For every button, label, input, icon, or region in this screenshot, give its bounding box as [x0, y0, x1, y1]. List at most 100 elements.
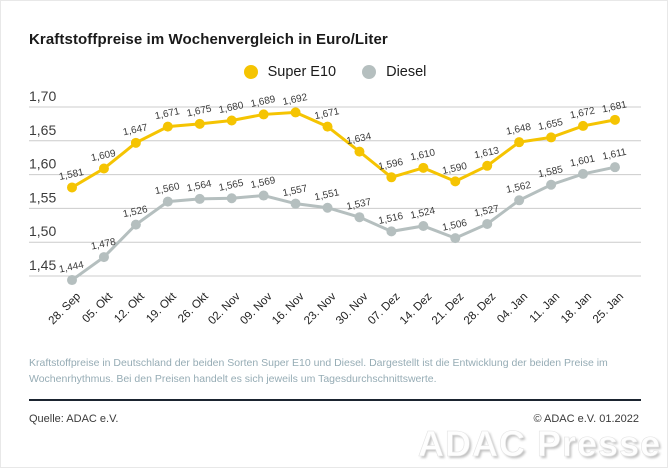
data-label-diesel: 1,557 [282, 183, 309, 199]
footer-divider [29, 399, 641, 401]
x-axis-tick-label: 16. Nov [270, 290, 307, 327]
x-axis-tick-label: 19. Okt [144, 290, 179, 325]
description-line-1: Kraftstoffpreise in Deutschland der beid… [29, 357, 608, 369]
x-axis-tick-label: 12. Okt [112, 290, 147, 325]
data-point-super-e10 [258, 109, 269, 120]
series-line-super-e10 [71, 110, 616, 189]
y-axis-tick-label: 1,55 [29, 189, 56, 205]
data-label-super-e10: 1,634 [346, 131, 373, 147]
data-label-super-e10: 1,581 [58, 167, 85, 183]
data-label-diesel: 1,564 [186, 178, 213, 194]
x-axis-tick-label: 21. Dez [430, 290, 467, 327]
data-point-super-e10 [290, 107, 301, 118]
legend-item-super-e10: Super E10 [243, 64, 337, 80]
data-point-super-e10 [578, 120, 589, 131]
x-axis-tick-label: 18. Jan [559, 291, 594, 326]
chart-description: Kraftstoffpreise in Deutschland der beid… [29, 356, 629, 387]
data-label-super-e10: 1,596 [377, 157, 404, 173]
data-point-super-e10 [98, 163, 109, 174]
x-axis-tick-label: 28. Dez [462, 290, 499, 327]
data-label-diesel: 1,516 [377, 211, 404, 227]
data-point-super-e10 [482, 160, 493, 171]
y-axis-tick-label: 1,65 [29, 122, 56, 138]
x-axis-tick-label: 07. Dez [366, 290, 403, 327]
source-label: Quelle: ADAC e.V. [29, 413, 119, 425]
data-label-super-e10: 1,675 [186, 103, 213, 119]
data-point-diesel [194, 193, 205, 204]
data-point-super-e10 [450, 176, 461, 187]
data-label-diesel: 1,560 [154, 181, 181, 197]
legend-label-diesel: Diesel [386, 64, 427, 80]
x-axis-tick-label: 09. Nov [238, 290, 275, 327]
y-axis-tick-label: 1,45 [29, 257, 56, 273]
data-label-super-e10: 1,692 [282, 92, 309, 108]
x-axis-tick-label: 14. Dez [398, 290, 435, 327]
legend-label-super-e10: Super E10 [267, 64, 337, 80]
data-label-diesel: 1,527 [473, 203, 500, 219]
chart-legend: Super E10 Diesel [1, 64, 668, 80]
data-point-super-e10 [514, 137, 525, 148]
data-label-diesel: 1,478 [90, 237, 117, 253]
data-label-diesel: 1,551 [314, 187, 341, 203]
data-label-diesel: 1,611 [601, 147, 627, 163]
data-point-diesel [258, 190, 269, 201]
data-label-diesel: 1,524 [409, 205, 436, 221]
page-title: Kraftstoffpreise im Wochenvergleich in E… [29, 31, 388, 48]
data-label-super-e10: 1,648 [505, 122, 532, 138]
x-axis-tick-label: 11. Jan [528, 291, 563, 326]
data-point-diesel [290, 198, 301, 209]
data-label-diesel: 1,585 [537, 164, 564, 180]
data-point-diesel [546, 179, 557, 190]
data-point-diesel [450, 233, 461, 244]
copyright-label: © ADAC e.V. 01.2022 [533, 413, 639, 425]
x-axis-tick-label: 23. Nov [302, 290, 339, 327]
data-point-diesel [98, 252, 109, 263]
data-label-diesel: 1,537 [346, 197, 373, 213]
data-label-super-e10: 1,610 [409, 147, 436, 163]
legend-item-diesel: Diesel [362, 64, 426, 80]
data-point-super-e10 [418, 162, 429, 173]
data-label-super-e10: 1,672 [569, 105, 596, 121]
data-label-super-e10: 1,590 [441, 161, 468, 177]
data-label-diesel: 1,565 [218, 178, 245, 194]
data-point-super-e10 [162, 121, 173, 132]
data-point-super-e10 [67, 182, 77, 193]
data-point-super-e10 [609, 114, 620, 125]
data-label-super-e10: 1,609 [90, 148, 117, 164]
x-axis-tick-label: 04. Jan [495, 291, 530, 326]
series-line-diesel [71, 165, 616, 282]
data-label-diesel: 1,526 [122, 204, 149, 220]
x-axis-tick-label: 05. Okt [80, 290, 115, 325]
data-point-diesel [578, 168, 589, 179]
data-point-super-e10 [322, 121, 333, 132]
data-point-super-e10 [386, 172, 397, 183]
data-label-super-e10: 1,613 [473, 145, 500, 161]
data-label-diesel: 1,569 [250, 175, 277, 191]
adac-presse-watermark: ADAC Presse [417, 423, 661, 465]
super-e10-dot-icon [243, 65, 258, 79]
description-line-2: Wochenrhythmus. Bei den Preisen handelt … [29, 372, 437, 385]
data-point-diesel [322, 202, 333, 213]
data-point-super-e10 [194, 118, 205, 129]
x-axis-tick-label: 25. Jan [591, 291, 626, 326]
data-point-super-e10 [546, 132, 557, 143]
data-label-diesel: 1,444 [58, 260, 85, 276]
diesel-dot-icon [362, 65, 377, 79]
data-point-super-e10 [354, 146, 365, 157]
x-axis-tick-label: 26. Okt [176, 290, 211, 325]
data-point-super-e10 [130, 137, 141, 148]
data-label-super-e10: 1,680 [218, 100, 245, 116]
data-point-diesel [418, 220, 429, 231]
data-label-super-e10: 1,681 [601, 99, 628, 115]
data-label-super-e10: 1,671 [154, 106, 181, 122]
data-label-super-e10: 1,689 [250, 94, 277, 110]
data-label-super-e10: 1,655 [537, 117, 564, 133]
data-point-diesel [130, 219, 141, 230]
data-label-diesel: 1,601 [569, 153, 596, 169]
data-label-super-e10: 1,671 [314, 106, 341, 122]
data-point-diesel [67, 275, 77, 286]
data-point-diesel [226, 193, 237, 204]
data-point-diesel [386, 226, 397, 237]
data-point-diesel [609, 162, 620, 173]
